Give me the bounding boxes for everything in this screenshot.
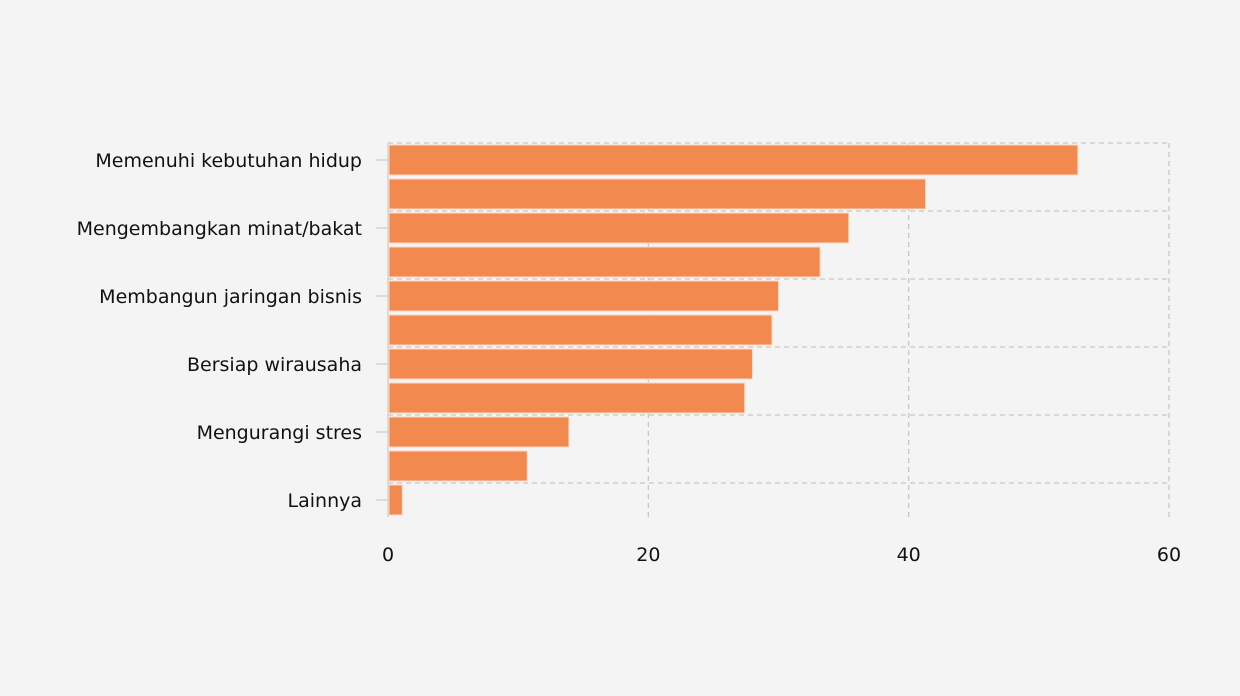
category-label: Membangun jaringan bisnis (99, 286, 362, 308)
bar (388, 144, 1079, 176)
category-label: Bersiap wirausaha (187, 354, 362, 376)
category-label: Mengembangkan minat/bakat (77, 218, 362, 240)
bar (388, 484, 403, 516)
bar (388, 280, 779, 312)
x-tick-label: 40 (897, 544, 921, 566)
x-tick-label: 60 (1157, 544, 1181, 566)
bar (388, 212, 850, 244)
bar (388, 178, 927, 210)
category-label: Memenuhi kebutuhan hidup (95, 150, 362, 172)
bar (388, 314, 773, 346)
x-tick-label: 20 (636, 544, 660, 566)
bar (388, 382, 746, 414)
bar (388, 246, 821, 278)
x-tick-label: 0 (382, 544, 394, 566)
bar (388, 450, 528, 482)
category-label: Lainnya (288, 490, 362, 512)
bar (388, 348, 753, 380)
category-label: Mengurangi stres (197, 422, 362, 444)
bar (388, 416, 570, 448)
